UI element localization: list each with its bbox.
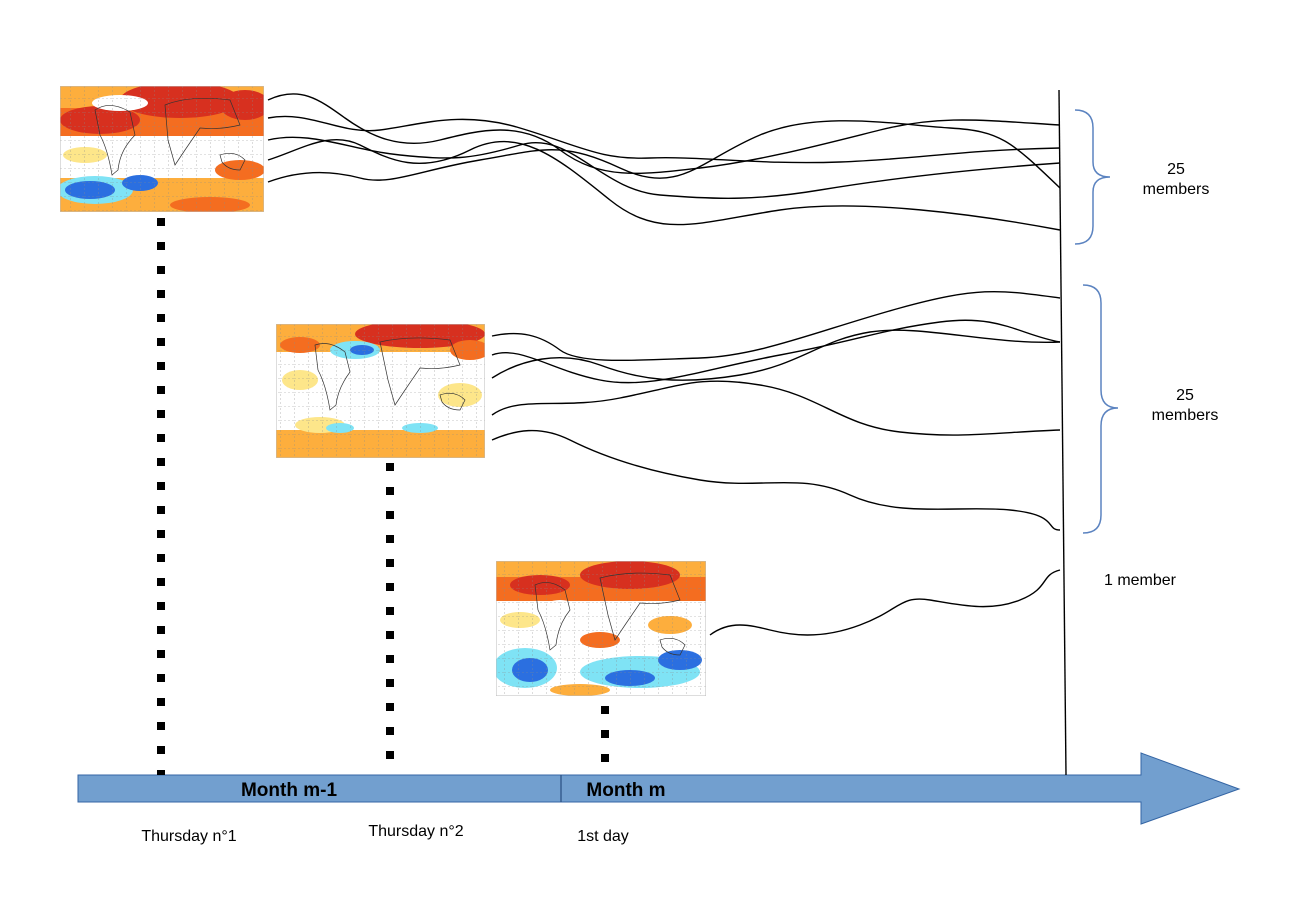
brace-group-1 <box>1074 109 1111 245</box>
member-trajectory <box>491 319 1061 384</box>
single-member-label: 1 member <box>1104 572 1177 589</box>
member-trajectory <box>267 115 1061 164</box>
member-trajectory <box>709 569 1061 636</box>
member-trajectory <box>491 329 1061 381</box>
anomaly-map-2 <box>276 324 485 458</box>
member-trajectory <box>267 138 1061 231</box>
start-date-label: Thursday n°1 <box>141 828 236 845</box>
month-prev-label: Month m-1 <box>241 780 337 801</box>
group-count-label: 25 <box>1176 387 1194 404</box>
member-trajectory <box>267 93 1061 175</box>
start-date-label: 1st day <box>577 828 629 845</box>
brace-group-2 <box>1082 284 1119 534</box>
member-trajectory <box>267 120 1061 189</box>
member-trajectory <box>491 429 1061 531</box>
month-curr-label: Month m <box>586 780 665 801</box>
group-unit-label: members <box>1143 181 1210 198</box>
timeline-arrow: Month m-1 Month m <box>77 752 1241 825</box>
group-count-label: 25 <box>1167 161 1185 178</box>
group-unit-label: members <box>1152 407 1219 424</box>
forecast-target-line <box>1058 89 1067 776</box>
member-trajectories-group-2 <box>491 290 1061 531</box>
anomaly-map-1 <box>60 86 264 212</box>
member-trajectories-group-1 <box>267 93 1061 231</box>
member-trajectory <box>491 380 1061 436</box>
start-date-label: Thursday n°2 <box>368 823 463 840</box>
member-trajectory <box>491 290 1061 362</box>
anomaly-map-3 <box>496 561 706 696</box>
member-trajectory <box>267 136 1061 199</box>
